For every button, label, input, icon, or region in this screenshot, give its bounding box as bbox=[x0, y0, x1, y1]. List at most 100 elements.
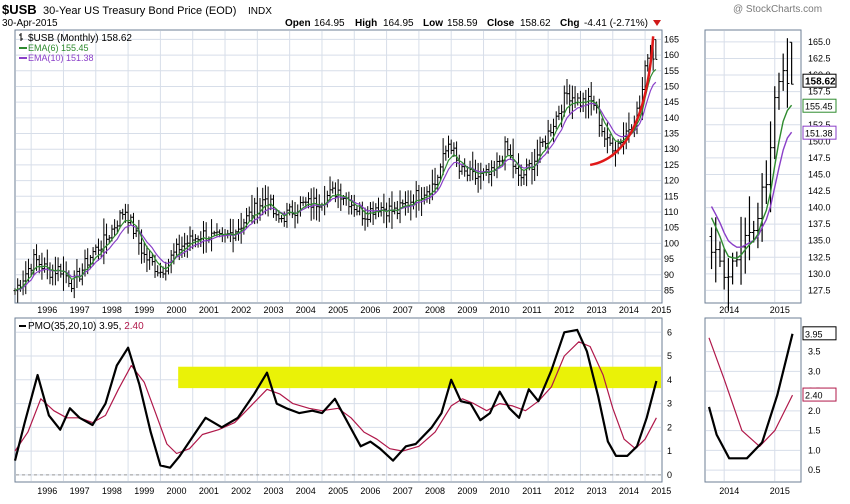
pmo-x-tick-label: 2005 bbox=[328, 486, 348, 496]
zoom-pmo-y-tick-label: 2.0 bbox=[808, 406, 821, 416]
pmo-x-tick-label: 2012 bbox=[554, 486, 574, 496]
zoom-pmo-x-tick-label: 2014 bbox=[719, 486, 739, 496]
highlight-band bbox=[178, 366, 661, 389]
pmo-line bbox=[13, 328, 658, 469]
price-legend: $USB (Monthly) 158.62 EMA(6) 155.45 EMA(… bbox=[19, 33, 132, 63]
price-y-tick-label: 105 bbox=[664, 223, 679, 233]
price-y-tick-label: 135 bbox=[664, 129, 679, 139]
price-y-tick-label: 115 bbox=[664, 191, 678, 201]
price-panel-main bbox=[14, 29, 663, 304]
price-x-tick-label: 2007 bbox=[393, 305, 413, 315]
pmo-x-tick-label: 2000 bbox=[167, 486, 187, 496]
price-x-tick-label: 2004 bbox=[296, 305, 316, 315]
price-x-tick-label: 2003 bbox=[263, 305, 283, 315]
ohlc-bar-icon bbox=[19, 33, 23, 41]
zoom-price-y-tick-label: 150.0 bbox=[808, 136, 831, 146]
pmo-x-tick-label: 2003 bbox=[263, 486, 283, 496]
zoom-price-y-tick-label: 132.5 bbox=[808, 252, 831, 262]
chart-date: 30-Apr-2015 bbox=[2, 18, 58, 29]
pmo-panel-zoom bbox=[704, 317, 802, 483]
price-x-tick-label: 2008 bbox=[425, 305, 445, 315]
pmo-x-tick-label: 1998 bbox=[102, 486, 122, 496]
price-y-tick-label: 145 bbox=[664, 97, 679, 107]
price-x-tick-label: 2002 bbox=[231, 305, 251, 315]
pmo-x-tick-label: 2013 bbox=[587, 486, 607, 496]
price-x-tick-label: 2009 bbox=[457, 305, 477, 315]
high-value: 164.95 bbox=[383, 18, 414, 29]
zoom-close-value-label-box bbox=[802, 73, 837, 88]
exchange-label: INDX bbox=[248, 6, 272, 17]
high-label: High bbox=[355, 18, 377, 29]
legend-pmo: PMO(35,20,10) 3.95, 2.40 bbox=[28, 321, 144, 332]
symbol: $USB bbox=[2, 2, 37, 17]
indicator-lines bbox=[13, 36, 794, 469]
price-x-tick-label: 2015 bbox=[651, 305, 671, 315]
price-y-tick-label: 140 bbox=[664, 113, 679, 123]
zoom-price-y-tick-label: 137.5 bbox=[808, 219, 831, 229]
zoom-price-y-tick-label: 135.0 bbox=[808, 236, 831, 246]
price-y-tick-label: 95 bbox=[664, 254, 674, 264]
zoom-ema6-value-label: 155.45 bbox=[805, 102, 833, 112]
price-x-tick-label: 2011 bbox=[522, 305, 541, 315]
price-y-tick-label: 85 bbox=[664, 285, 674, 295]
open-value: 164.95 bbox=[314, 18, 345, 29]
pmo-x-tick-label: 1997 bbox=[70, 486, 90, 496]
zoom-pmo-signal-line bbox=[708, 337, 794, 447]
pmo-y-tick-label: 4 bbox=[667, 375, 672, 385]
pmo-x-tick-label: 2007 bbox=[393, 486, 413, 496]
price-x-tick-label: 2010 bbox=[490, 305, 510, 315]
zoom-price-y-tick-label: 162.5 bbox=[808, 53, 831, 63]
value-labels: 158.62 155.45 151.38 3.95 2.40 bbox=[802, 73, 837, 402]
price-x-tick-label: 1999 bbox=[134, 305, 154, 315]
pmo-x-tick-label: 2004 bbox=[296, 486, 316, 496]
price-y-tick-label: 130 bbox=[664, 144, 679, 154]
chg-label: Chg bbox=[560, 18, 579, 29]
zoom-pmo-y-tick-label: 1.0 bbox=[808, 445, 821, 455]
zoom-price-y-tick-label: 152.5 bbox=[808, 120, 831, 130]
rounded-bottom-arc bbox=[589, 36, 655, 167]
zoom-price-x-tick-label: 2015 bbox=[770, 305, 790, 315]
down-triangle-icon bbox=[653, 20, 661, 26]
close-label: Close bbox=[487, 18, 515, 29]
zoom-close-value-label: 158.62 bbox=[805, 77, 836, 88]
zoom-ema6-value-label-box bbox=[802, 98, 837, 113]
price-x-tick-label: 2014 bbox=[619, 305, 639, 315]
price-y-tick-label: 120 bbox=[664, 176, 679, 186]
price-x-tick-label: 2000 bbox=[167, 305, 187, 315]
zoom-price-y-tick-label: 140.0 bbox=[808, 203, 831, 213]
pmo-y-tick-label: 5 bbox=[667, 351, 672, 361]
low-value: 158.59 bbox=[447, 18, 478, 29]
zoom-price-y-tick-label: 157.5 bbox=[808, 87, 831, 97]
zoom-price-y-tick-label: 130.0 bbox=[808, 269, 831, 279]
zoom-signal-value-label-box bbox=[802, 387, 837, 402]
legend-price: $USB (Monthly) 158.62 bbox=[28, 33, 132, 44]
price-x-tick-label: 2006 bbox=[360, 305, 380, 315]
zoom-price-y-tick-label: 147.5 bbox=[808, 153, 831, 163]
price-x-tick-label: 2001 bbox=[199, 305, 219, 315]
ema10-line bbox=[14, 81, 657, 292]
legend-ema6: EMA(6) 155.45 bbox=[28, 43, 89, 53]
zoom-price-y-tick-label: 165.0 bbox=[808, 37, 831, 47]
zoom-pmo-line bbox=[707, 333, 794, 460]
price-y-tick-label: 150 bbox=[664, 81, 679, 91]
price-y-tick-label: 110 bbox=[664, 207, 678, 217]
zoom-price-y-tick-label: 127.5 bbox=[808, 285, 831, 295]
ema6-line bbox=[14, 68, 657, 292]
open-label: Open bbox=[285, 18, 311, 29]
price-x-tick-label: 2013 bbox=[587, 305, 607, 315]
legend-ema10: EMA(10) 151.38 bbox=[28, 53, 94, 63]
pmo-x-tick-label: 2015 bbox=[651, 486, 671, 496]
zoom-ema10-value-label-box bbox=[802, 125, 837, 140]
chg-value: -4.41 (-2.71%) bbox=[584, 18, 648, 29]
close-value: 158.62 bbox=[520, 18, 551, 29]
zoom-pmo-y-tick-label: 1.5 bbox=[808, 426, 821, 436]
pmo-x-tick-label: 2014 bbox=[619, 486, 639, 496]
low-label: Low bbox=[423, 18, 443, 29]
zoom-price-y-tick-label: 145.0 bbox=[808, 169, 831, 179]
price-y-tick-label: 90 bbox=[664, 270, 674, 280]
chart-title: 30-Year US Treasury Bond Price (EOD) bbox=[43, 5, 236, 17]
price-y-tick-label: 155 bbox=[664, 66, 679, 76]
pmo-x-tick-label: 1996 bbox=[37, 486, 57, 496]
